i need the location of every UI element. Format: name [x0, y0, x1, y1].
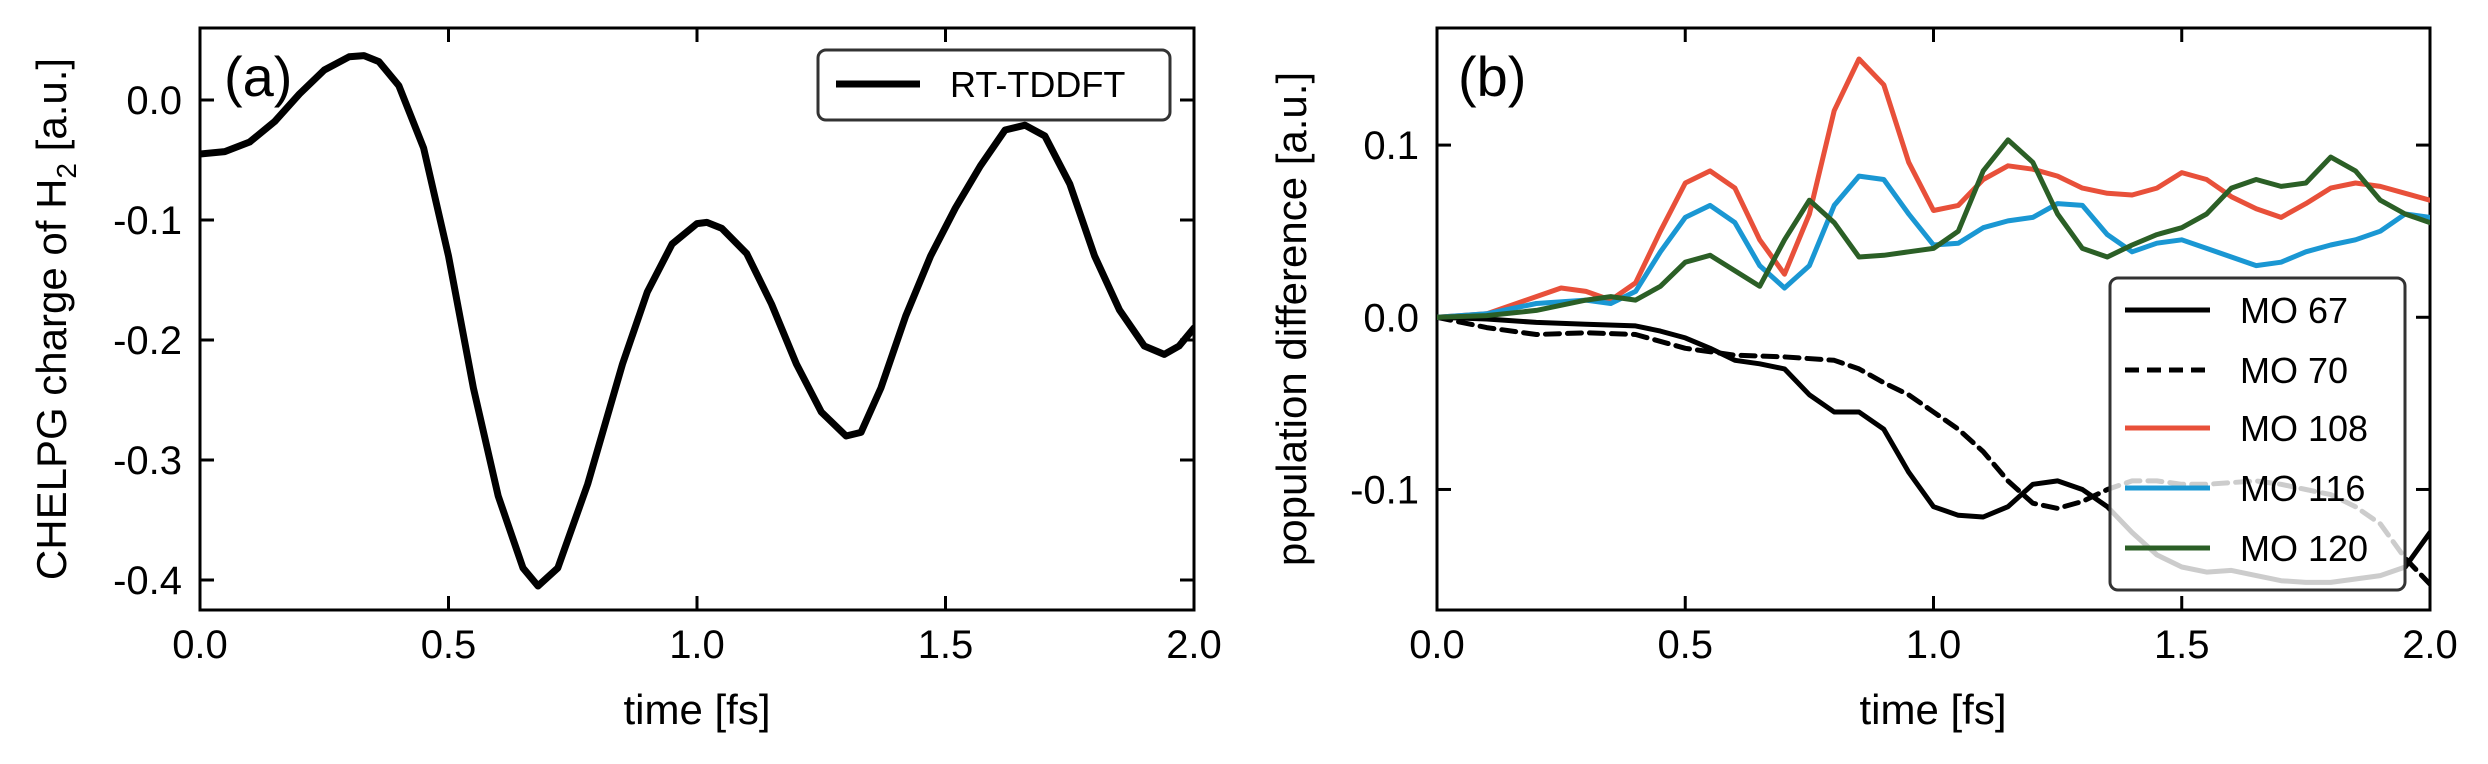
x-tick-label: 0.0	[172, 623, 228, 667]
y-ticks: 0.1 0.0 -0.1	[1350, 124, 2430, 512]
x-tick-label: 2.0	[1166, 623, 1222, 667]
y-axis-label-main: CHELPG charge of H	[28, 179, 75, 581]
legend: MO 67 MO 70 MO 108 MO 116 MO 120	[2108, 276, 2407, 592]
y-tick-label: -0.4	[113, 559, 182, 603]
legend-label-mo-108: MO 108	[2240, 408, 2368, 449]
y-tick-label: -0.2	[113, 319, 182, 363]
y-axis-label: population difference [a.u.]	[1268, 72, 1315, 566]
x-tick-label: 0.0	[1409, 623, 1465, 667]
x-ticks: 0.0 0.5 1.0 1.5 2.0	[1409, 28, 2458, 667]
x-axis-label: time [fs]	[1859, 686, 2006, 733]
y-tick-label: -0.1	[1350, 468, 1419, 512]
x-tick-label: 1.5	[918, 623, 974, 667]
y-tick-label: -0.1	[113, 199, 182, 243]
series-line-mo-108	[1437, 56, 2430, 320]
x-tick-label: 0.5	[421, 623, 477, 667]
y-tick-label: -0.3	[113, 439, 182, 483]
y-tick-label: 0.0	[1363, 296, 1419, 340]
panel-b: 0.0 0.5 1.0 1.5 2.0 0.1 0.0 -0.1 (b) MO 67 MO …	[1268, 26, 2458, 733]
series-lines	[1437, 56, 2430, 587]
panel-tag: (b)	[1458, 45, 1526, 108]
legend-label-mo-116: MO 116	[2240, 468, 2365, 509]
legend-box	[2108, 276, 2407, 592]
legend-label-mo-70: MO 70	[2240, 350, 2348, 391]
x-tick-label: 0.5	[1657, 623, 1713, 667]
series-line-mo-116	[1437, 173, 2430, 320]
x-tick-label: 2.0	[2402, 623, 2458, 667]
x-tick-label: 1.0	[669, 623, 725, 667]
legend-label-rt-tddft: RT-TDDFT	[950, 64, 1125, 105]
legend-label-mo-67: MO 67	[2240, 290, 2348, 331]
series-line-mo-70	[1437, 314, 2430, 587]
y-tick-label: 0.0	[126, 79, 182, 123]
x-tick-label: 1.5	[2154, 623, 2210, 667]
x-axis-label: time [fs]	[623, 686, 770, 733]
panel-a: 0.0 0.5 1.0 1.5 2.0 0.0-0.1-0.2-0.3-0.4 (a) …	[28, 26, 1222, 733]
y-axis-label: CHELPG charge of H2 [a.u.]	[28, 58, 82, 580]
panel-tag: (a)	[224, 45, 292, 108]
y-ticks: 0.0 -0.1 -0.2 -0.3 -0.4	[113, 79, 1194, 603]
x-ticks: 0.0 0.5 1.0 1.5 2.0	[172, 28, 1222, 667]
series-line-rt-tddft	[200, 52, 1194, 590]
y-axis-label-unit: [a.u.]	[28, 58, 75, 163]
y-tick-label: 0.1	[1363, 124, 1419, 168]
legend-box	[816, 48, 1172, 122]
y-axis-label-subscript: 2	[51, 163, 82, 179]
legend-label-mo-120: MO 120	[2240, 528, 2368, 569]
series-line-mo-120	[1437, 137, 2430, 320]
legend: RT-TDDFT	[816, 48, 1172, 122]
x-tick-label: 1.0	[1906, 623, 1962, 667]
series-lines	[200, 52, 1194, 590]
